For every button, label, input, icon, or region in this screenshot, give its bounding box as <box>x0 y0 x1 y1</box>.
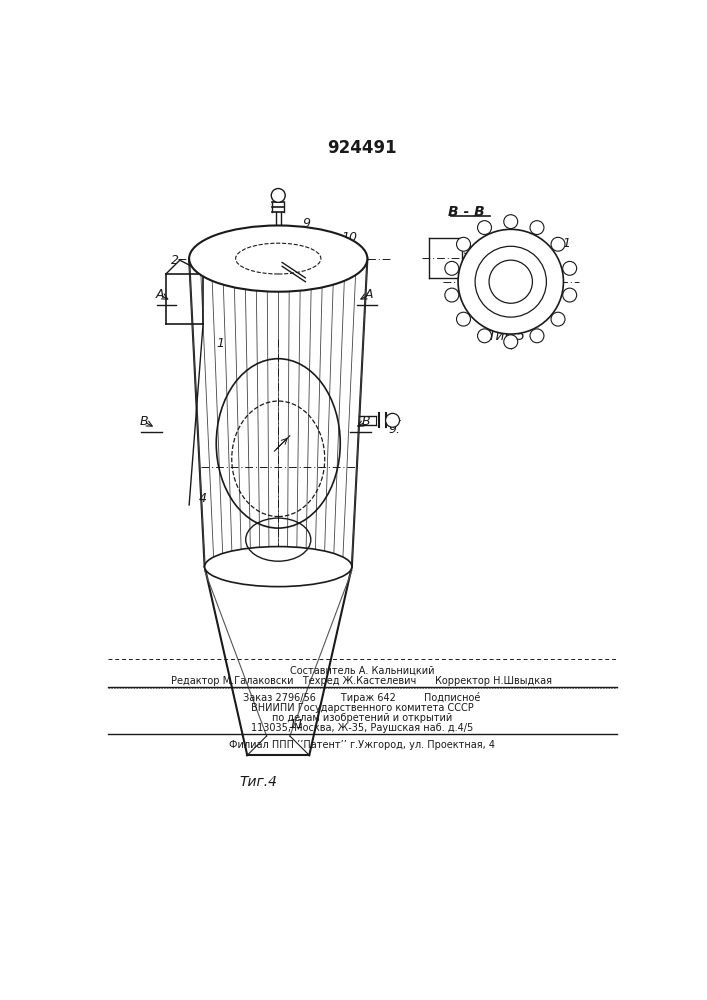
Text: 924491: 924491 <box>327 139 397 157</box>
Circle shape <box>551 237 565 251</box>
Circle shape <box>445 261 459 275</box>
Circle shape <box>504 335 518 349</box>
Text: 113035, Москва, Ж-35, Раушская наб. д.4/5: 113035, Москва, Ж-35, Раушская наб. д.4/… <box>251 723 473 733</box>
Circle shape <box>271 189 285 202</box>
Ellipse shape <box>204 547 352 587</box>
Text: 9.: 9. <box>388 423 400 436</box>
Circle shape <box>385 413 399 427</box>
Text: 11: 11 <box>288 718 304 731</box>
Text: Филиал ППП ’’Патент’’ г.Ужгород, ул. Проектная, 4: Филиал ППП ’’Патент’’ г.Ужгород, ул. Про… <box>229 740 495 750</box>
Text: 6: 6 <box>238 231 246 244</box>
Text: 4: 4 <box>199 492 207 505</box>
Circle shape <box>563 261 577 275</box>
Ellipse shape <box>189 225 368 292</box>
Circle shape <box>477 221 491 235</box>
Text: 10: 10 <box>341 231 358 244</box>
Circle shape <box>504 215 518 229</box>
Text: A: A <box>365 288 373 301</box>
Circle shape <box>457 312 470 326</box>
Text: 5: 5 <box>509 312 517 325</box>
Text: B - B: B - B <box>448 205 485 219</box>
Text: B: B <box>361 415 370 428</box>
Circle shape <box>563 288 577 302</box>
Circle shape <box>477 329 491 343</box>
Circle shape <box>551 312 565 326</box>
Circle shape <box>445 288 459 302</box>
Circle shape <box>530 329 544 343</box>
Text: A: A <box>156 288 164 301</box>
Text: Τиг.5: Τиг.5 <box>488 329 526 343</box>
Circle shape <box>457 237 470 251</box>
Circle shape <box>530 221 544 235</box>
Circle shape <box>489 260 532 303</box>
Circle shape <box>475 246 547 317</box>
Text: 1: 1 <box>216 337 224 350</box>
Text: ВНИИПИ Государственного комитета СССР: ВНИИПИ Государственного комитета СССР <box>250 703 473 713</box>
Text: Заказ 2796/56        Тираж 642         Подписное́: Заказ 2796/56 Тираж 642 Подписное́ <box>243 692 481 703</box>
Text: 8: 8 <box>489 312 497 325</box>
Text: Составитель А. Кальницкий: Составитель А. Кальницкий <box>290 666 434 676</box>
Text: B: B <box>140 415 148 428</box>
Text: Редактор М.Галаковски   Техред Ж.Кастелевич      Корректор Н.Швыдкая: Редактор М.Галаковски Техред Ж.Кастелеви… <box>172 676 552 686</box>
Circle shape <box>458 229 563 334</box>
Text: по делам изобретений и открытий: по делам изобретений и открытий <box>271 713 452 723</box>
Text: 1: 1 <box>563 237 571 250</box>
Text: 2: 2 <box>171 254 179 267</box>
Ellipse shape <box>235 243 321 274</box>
Text: 9: 9 <box>303 217 311 230</box>
Text: 3: 3 <box>464 244 472 257</box>
Text: Τиг.4: Τиг.4 <box>240 775 278 789</box>
